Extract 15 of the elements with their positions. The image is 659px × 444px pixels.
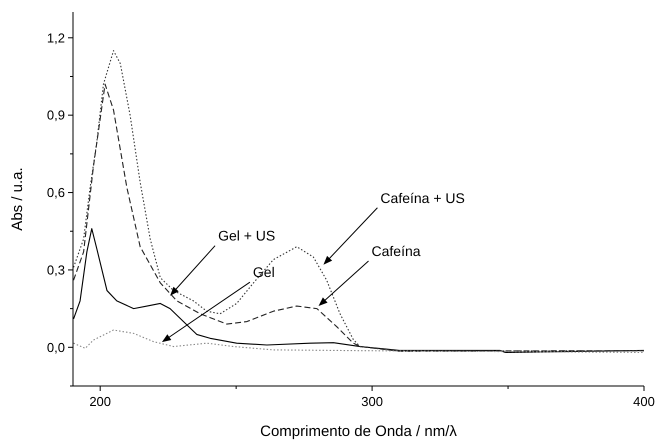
- x-tick-label: 400: [633, 394, 655, 409]
- annotation: Cafeína: [372, 243, 421, 260]
- x-axis-title: Comprimento de Onda / nm/λ: [260, 423, 458, 440]
- x-tick-label: 200: [89, 394, 112, 409]
- annotation: Gel: [252, 264, 275, 280]
- annotation: Cafeína + US: [380, 190, 465, 206]
- y-axis-title: Abs / u.a.: [9, 167, 26, 231]
- x-tick-label: 300: [361, 394, 383, 409]
- y-tick-label: 1,2: [46, 30, 65, 46]
- y-tick-label: 0,9: [46, 108, 65, 123]
- y-tick-label: 0,3: [46, 262, 65, 278]
- annotation: Gel + US: [218, 228, 276, 244]
- line-series: [72, 329, 645, 354]
- y-tick-label: 0,0: [46, 340, 65, 355]
- y-tick-label: 0,6: [46, 185, 65, 200]
